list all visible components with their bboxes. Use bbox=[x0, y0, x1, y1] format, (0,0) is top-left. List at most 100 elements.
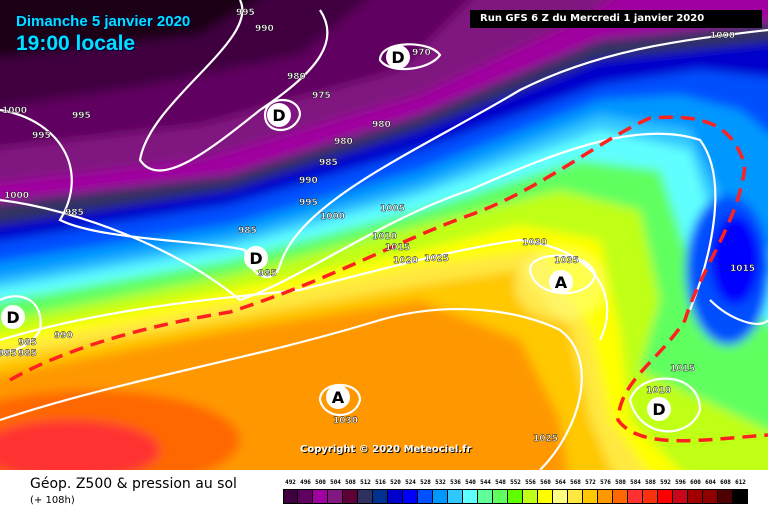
isobar-label-group: 9959901000995995980975970980980985990995… bbox=[0, 8, 755, 444]
legend-item: 600 bbox=[688, 479, 703, 504]
legend-label: 612 bbox=[735, 479, 746, 486]
legend-swatch bbox=[643, 489, 658, 504]
isobar-label: 990 bbox=[255, 24, 274, 34]
forecast-date: Dimanche 5 janvier 2020 bbox=[16, 13, 191, 30]
legend-label: 608 bbox=[720, 479, 731, 486]
isobar-label: 1030 bbox=[333, 416, 358, 426]
isobar-label: 1015 bbox=[385, 243, 410, 253]
isobar-label: 995 bbox=[299, 198, 318, 208]
legend-label: 496 bbox=[300, 479, 311, 486]
legend-item: 492 bbox=[283, 479, 298, 504]
isobar-label: 995 bbox=[236, 8, 255, 18]
isobar-label: 975 bbox=[312, 91, 331, 101]
isobar-label: 1035 bbox=[554, 256, 579, 266]
legend-item: 572 bbox=[583, 479, 598, 504]
legend-swatch bbox=[673, 489, 688, 504]
legend-label: 500 bbox=[315, 479, 326, 486]
low-pressure-label: D bbox=[272, 106, 285, 125]
footer-bar: Géop. Z500 & pression au sol (+ 108h) 49… bbox=[0, 470, 768, 512]
legend-label: 516 bbox=[375, 479, 386, 486]
legend-label: 584 bbox=[630, 479, 641, 486]
isobar-label: 1010 bbox=[372, 232, 397, 242]
isobar-label: 980 bbox=[287, 72, 306, 82]
legend-item: 556 bbox=[523, 479, 538, 504]
legend-label: 548 bbox=[495, 479, 506, 486]
legend-label: 576 bbox=[600, 479, 611, 486]
legend-swatch bbox=[628, 489, 643, 504]
legend-label: 524 bbox=[405, 479, 416, 486]
pressure-center-group: D D D D A A D bbox=[1, 45, 671, 421]
forecast-time: 19:00 locale bbox=[16, 32, 136, 55]
legend-item: 568 bbox=[568, 479, 583, 504]
legend-swatch bbox=[703, 489, 718, 504]
legend-label: 580 bbox=[615, 479, 626, 486]
legend-item: 508 bbox=[343, 479, 358, 504]
legend-swatch bbox=[613, 489, 628, 504]
legend-swatch bbox=[523, 489, 538, 504]
weather-map: 9959901000995995980975970980980985990995… bbox=[0, 0, 768, 470]
legend-label: 528 bbox=[420, 479, 431, 486]
low-pressure-marker bbox=[1, 305, 25, 329]
legend-swatch bbox=[358, 489, 373, 504]
legend-item: 596 bbox=[673, 479, 688, 504]
legend-swatch bbox=[538, 489, 553, 504]
legend-swatch bbox=[598, 489, 613, 504]
legend-item: 536 bbox=[448, 479, 463, 504]
legend-swatch bbox=[463, 489, 478, 504]
isobar-label: 1020 bbox=[393, 256, 418, 266]
isobar-label: 1000 bbox=[320, 212, 345, 222]
isobar-label: 995 bbox=[32, 131, 51, 141]
legend-item: 544 bbox=[478, 479, 493, 504]
isobar-label: 985 bbox=[65, 208, 84, 218]
isobar-label: 985 bbox=[238, 226, 257, 236]
isobar-label: 1005 bbox=[380, 204, 405, 214]
legend-label: 564 bbox=[555, 479, 566, 486]
isobar-label: 995 bbox=[72, 111, 91, 121]
legend-label: 592 bbox=[660, 479, 671, 486]
isobar-label: 1000 bbox=[4, 191, 29, 201]
isobar-label: 970 bbox=[412, 48, 431, 58]
legend-swatch bbox=[298, 489, 313, 504]
legend-swatch bbox=[733, 489, 748, 504]
legend-label: 552 bbox=[510, 479, 521, 486]
low-pressure-label: D bbox=[6, 308, 19, 327]
legend-swatch bbox=[583, 489, 598, 504]
legend-item: 592 bbox=[658, 479, 673, 504]
legend-swatch bbox=[433, 489, 448, 504]
legend-label: 536 bbox=[450, 479, 461, 486]
legend-item: 500 bbox=[313, 479, 328, 504]
legend-item: 588 bbox=[643, 479, 658, 504]
isobar-label: 985 bbox=[0, 349, 17, 359]
isobar-label: 1000 bbox=[710, 31, 735, 41]
legend-swatch bbox=[718, 489, 733, 504]
legend-label: 512 bbox=[360, 479, 371, 486]
isobar-label: 1025 bbox=[424, 254, 449, 264]
isobar-label: 980 bbox=[372, 120, 391, 130]
legend-label: 508 bbox=[345, 479, 356, 486]
low-pressure-marker bbox=[647, 397, 671, 421]
legend-label: 504 bbox=[330, 479, 341, 486]
isobar-label: 980 bbox=[334, 137, 353, 147]
legend-item: 520 bbox=[388, 479, 403, 504]
legend-swatch bbox=[328, 489, 343, 504]
legend-label: 596 bbox=[675, 479, 686, 486]
isobar-label: 985 bbox=[18, 349, 37, 359]
legend-label: 520 bbox=[390, 479, 401, 486]
legend-item: 516 bbox=[373, 479, 388, 504]
copyright: Copyright © 2020 Meteociel.fr bbox=[300, 444, 472, 455]
map-title: Géop. Z500 & pression au sol bbox=[30, 476, 237, 492]
legend-swatch bbox=[418, 489, 433, 504]
legend-label: 560 bbox=[540, 479, 551, 486]
legend-label: 544 bbox=[480, 479, 491, 486]
legend-item: 576 bbox=[598, 479, 613, 504]
legend-item: 580 bbox=[613, 479, 628, 504]
high-pressure-label: A bbox=[555, 273, 568, 292]
forecast-range: (+ 108h) bbox=[30, 495, 75, 506]
legend-item: 584 bbox=[628, 479, 643, 504]
high-pressure-marker bbox=[549, 270, 573, 294]
isobar-label: 1010 bbox=[646, 386, 671, 396]
jet-stream-line bbox=[9, 115, 768, 443]
color-legend: 492 496 500 504 508 512 516 520 524 528 532 536 540 5… bbox=[283, 479, 748, 504]
legend-swatch bbox=[283, 489, 298, 504]
legend-label: 600 bbox=[690, 479, 701, 486]
